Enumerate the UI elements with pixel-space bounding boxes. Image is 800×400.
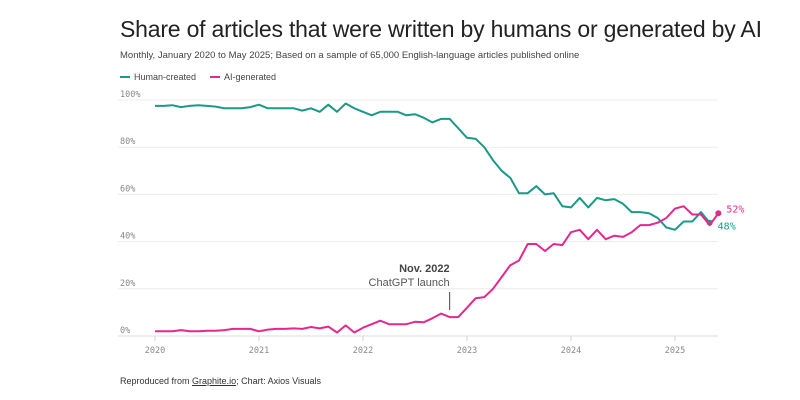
y-tick-label: 80% [120,137,135,147]
y-tick-label: 40% [120,232,135,242]
legend-swatch [120,76,130,78]
footer-suffix: ; Chart: Axios Visuals [236,376,321,386]
end-label: 48% [718,222,736,233]
x-tick-label: 2023 [457,346,477,356]
annotation-text: ChatGPT launch [369,277,450,289]
legend-item-human: Human-created [120,72,196,82]
footer-credit: Reproduced from Graphite.io; Chart: Axio… [120,376,321,386]
legend: Human-created AI-generated [120,72,276,82]
legend-item-ai: AI-generated [210,72,276,82]
series-line-ai [155,205,720,334]
annotation-title: Nov. 2022 [399,263,450,275]
chart-title: Share of articles that were written by h… [120,16,762,42]
end-label: 52% [726,204,744,215]
legend-label: AI-generated [224,72,277,82]
legend-label: Human-created [134,72,197,82]
x-tick-label: 2021 [249,346,269,356]
y-tick-label: 100% [120,90,140,100]
x-tick-label: 2020 [145,346,165,356]
footer-prefix: Reproduced from [120,376,193,386]
source-link[interactable]: Graphite.io [192,376,237,386]
x-tick-label: 2024 [561,346,581,356]
legend-swatch [210,76,221,78]
series-line-human [155,102,711,231]
chart-subtitle: Monthly, January 2020 to May 2025; Based… [120,50,580,61]
y-tick-label: 0% [120,326,130,336]
end-point [715,210,722,217]
x-tick-label: 2025 [665,346,685,356]
y-tick-label: 60% [120,184,135,194]
y-tick-label: 20% [120,279,135,289]
x-tick-label: 2022 [353,346,373,356]
